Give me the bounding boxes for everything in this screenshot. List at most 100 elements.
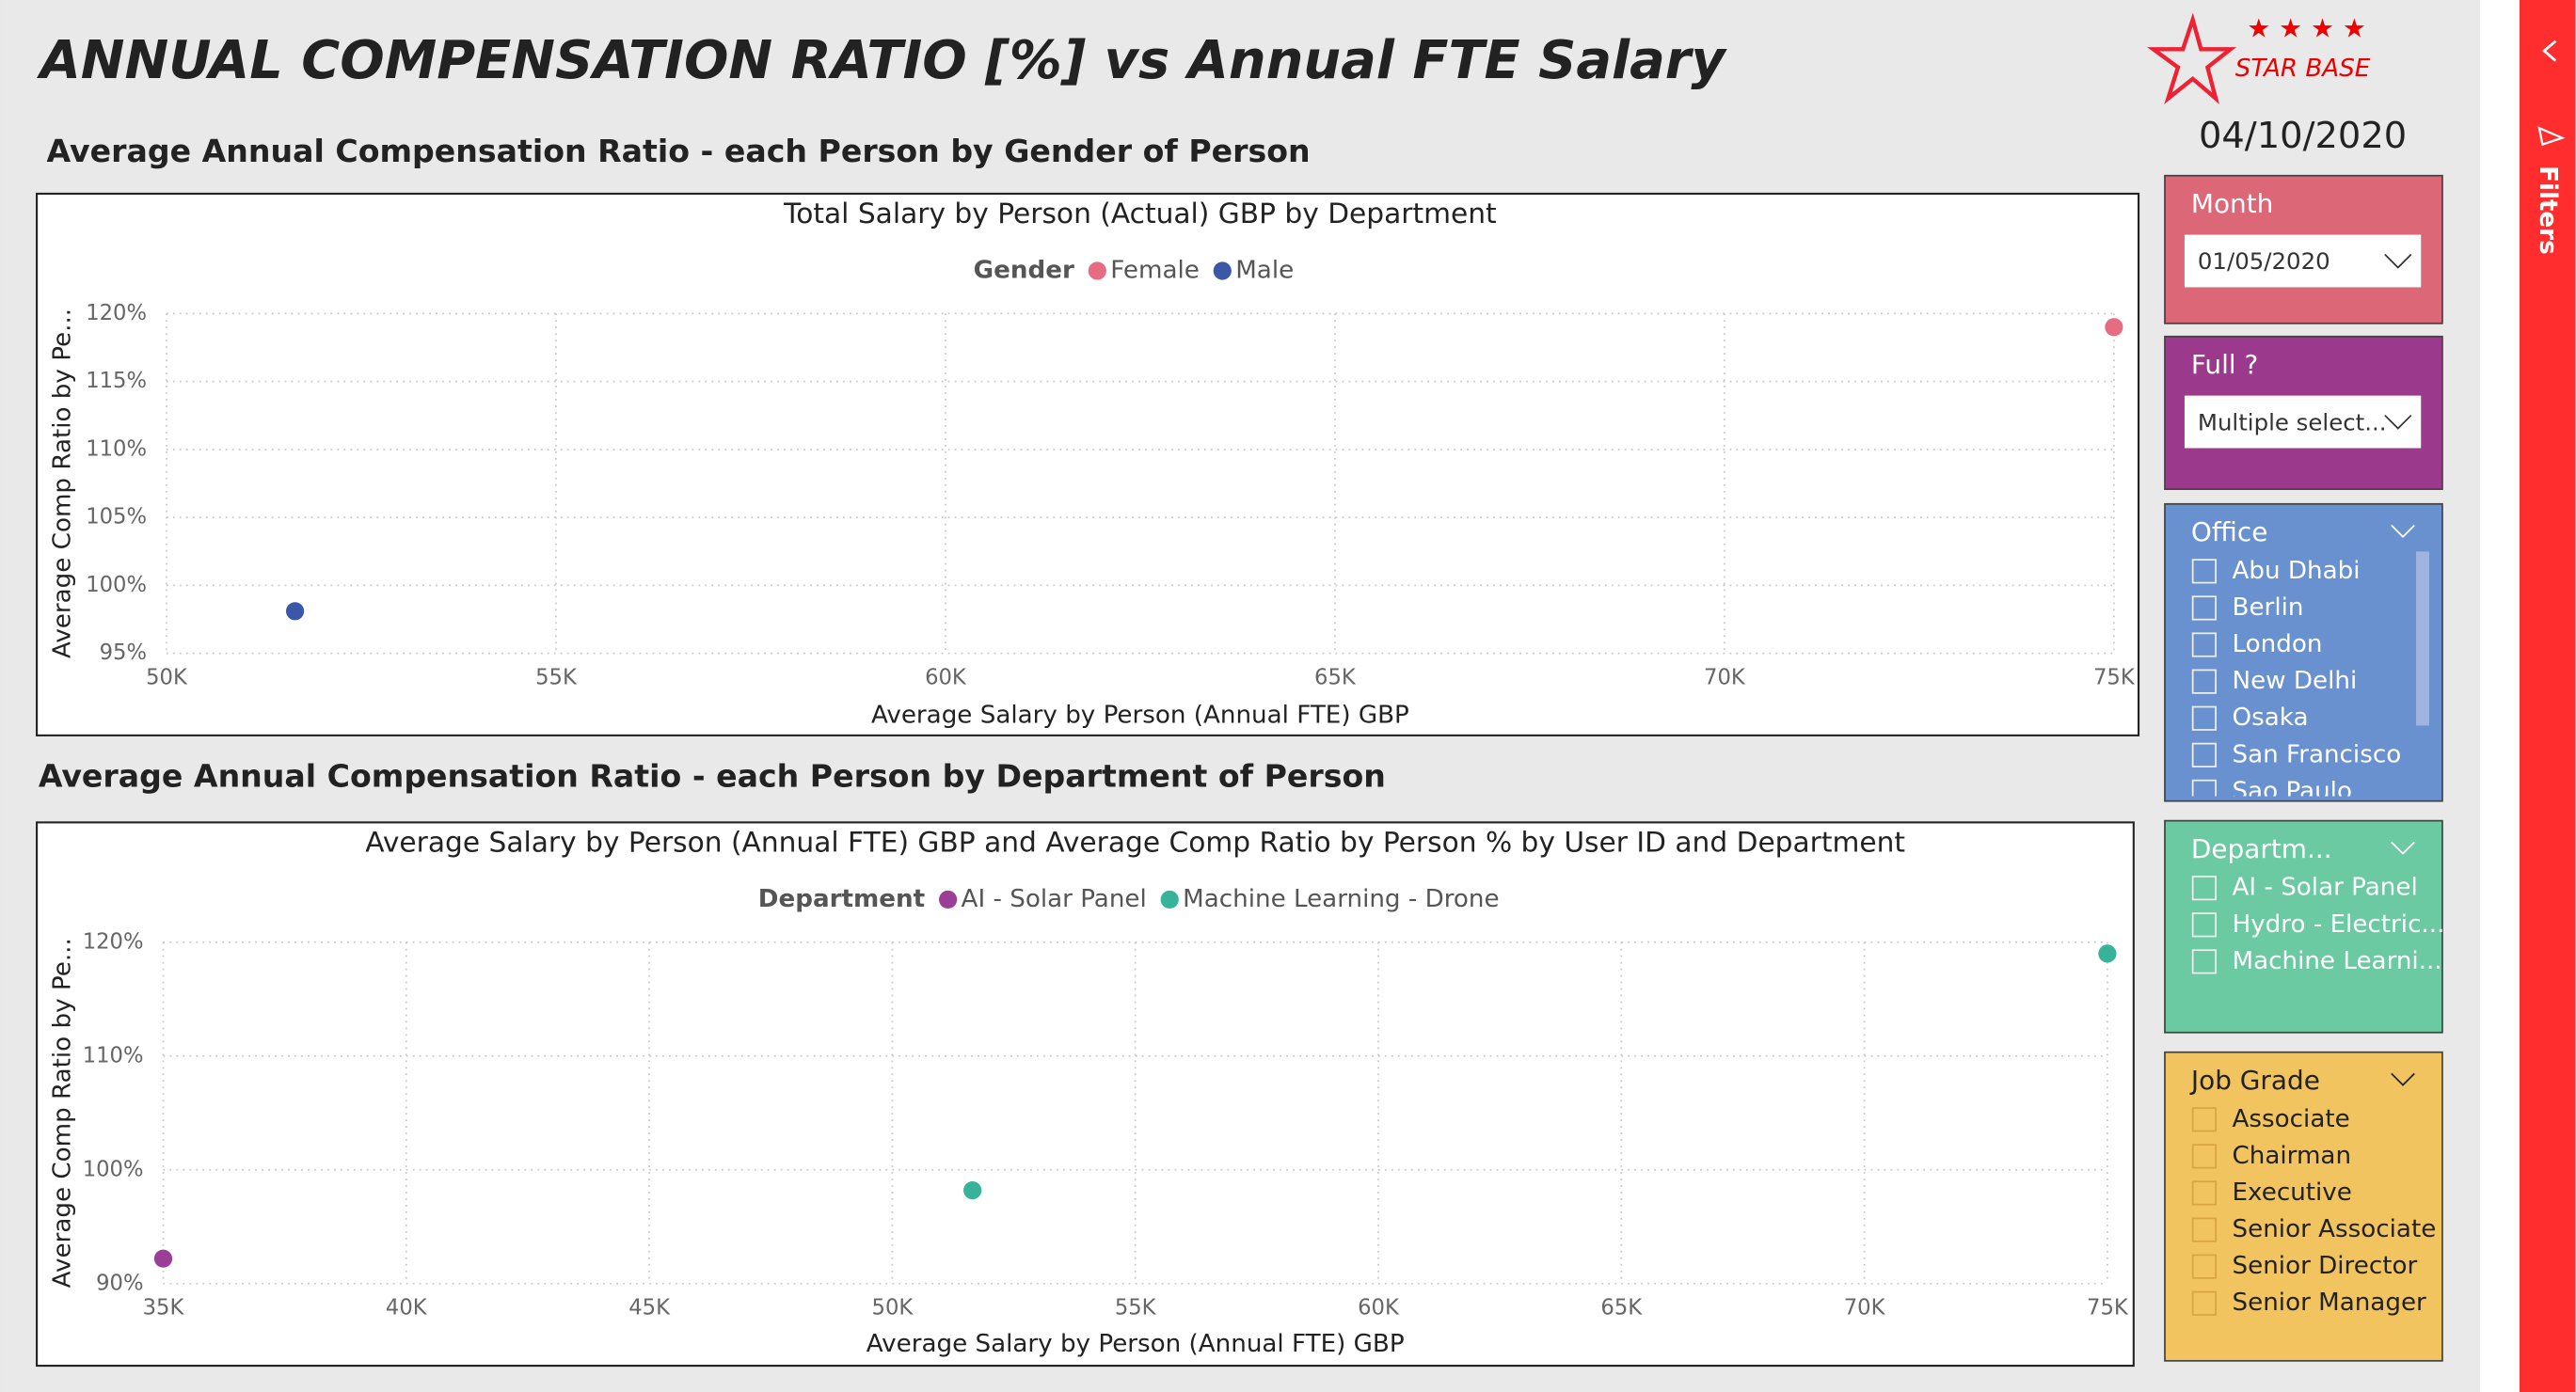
legend-marker xyxy=(1213,261,1232,280)
report-date: 04/10/2020 xyxy=(2199,115,2407,157)
x-tick-label: 45K xyxy=(628,1295,671,1320)
checkbox[interactable] xyxy=(2191,1107,2217,1132)
section-title: Average Annual Compensation Ratio - each… xyxy=(39,758,1386,795)
slicer-item[interactable]: Osaka xyxy=(2233,704,2309,732)
slicer-title: Job Grade xyxy=(2189,1065,2320,1096)
slicer-title: Month xyxy=(2191,188,2273,219)
y-tick-label: 100% xyxy=(86,573,147,597)
y-tick-label: 115% xyxy=(86,369,147,393)
slicer xyxy=(2164,502,2443,802)
slicer-title: Full ? xyxy=(2191,349,2258,380)
checkbox[interactable] xyxy=(2191,632,2217,657)
legend-marker xyxy=(1088,261,1106,280)
y-tick-label: 105% xyxy=(86,505,147,530)
y-tick-label: 90% xyxy=(96,1271,143,1295)
slicer-items: Associate Chairman Executive Senior Associa… xyxy=(2191,1105,2437,1317)
slicer-chevron xyxy=(2391,524,2415,538)
slicer-item[interactable]: Machine Learni... xyxy=(2233,947,2442,975)
slicer xyxy=(2164,819,2443,1034)
slicer-item[interactable]: Associate xyxy=(2233,1105,2350,1133)
checkbox[interactable] xyxy=(2191,1290,2217,1316)
x-tick-label: 35K xyxy=(143,1295,185,1320)
checkbox[interactable] xyxy=(2191,949,2217,974)
checkbox[interactable] xyxy=(2191,876,2217,901)
slicer-item[interactable]: London xyxy=(2233,630,2323,658)
dropdown-value: 01/05/2020 xyxy=(2198,247,2330,275)
dropdown[interactable] xyxy=(2184,395,2422,449)
slicer-chevron xyxy=(2391,1072,2415,1086)
x-axis-label: Average Salary by Person (Annual FTE) GB… xyxy=(871,701,1409,729)
x-tick-label: 50K xyxy=(146,665,188,689)
legend-marker xyxy=(939,890,958,910)
scatter-point xyxy=(153,1249,173,1268)
scatter-point xyxy=(963,1180,982,1200)
legend-title: Department xyxy=(758,885,925,913)
scatter-point xyxy=(2105,318,2123,337)
slicer-item[interactable]: New Delhi xyxy=(2233,667,2358,695)
checkbox[interactable] xyxy=(2191,595,2217,621)
checkbox[interactable] xyxy=(2191,742,2217,767)
checkbox[interactable] xyxy=(2191,779,2217,803)
slicer-item[interactable]: Senior Director xyxy=(2233,1252,2418,1280)
legend-label: Male xyxy=(1235,256,1294,284)
dropdown-arrow xyxy=(2384,253,2412,269)
page-title: ANNUAL COMPENSATION RATIO [%] vs Annual … xyxy=(37,30,1728,91)
chart-frame xyxy=(36,821,2135,1368)
logo-star xyxy=(2147,12,2237,104)
slicer-item[interactable]: Chairman xyxy=(2233,1142,2352,1170)
scrollbar xyxy=(2416,551,2429,726)
slicer-item[interactable]: Hydro - Electric... xyxy=(2233,910,2445,939)
scatter-point xyxy=(285,602,305,621)
slicer-items: Abu Dhabi Berlin London New Delhi Osaka San F… xyxy=(2191,557,2402,805)
filters-label[interactable]: Filters xyxy=(2534,166,2562,255)
collapse-icon[interactable] xyxy=(2541,40,2557,62)
dropdown-value: Multiple select... xyxy=(2198,408,2387,435)
checkbox[interactable] xyxy=(2191,559,2217,584)
x-tick-label: 75K xyxy=(2093,665,2136,689)
scatter-point xyxy=(2098,944,2117,963)
slicer-item[interactable]: Executive xyxy=(2233,1178,2352,1207)
chart-title: Total Salary by Person (Actual) GBP by D… xyxy=(783,197,1497,229)
checkbox[interactable] xyxy=(2191,669,2217,694)
slicer-item[interactable]: Sao Paulo xyxy=(2233,777,2352,805)
dropdown[interactable] xyxy=(2184,234,2422,288)
x-tick-label: 70K xyxy=(1704,665,1746,689)
filters-pane[interactable] xyxy=(2519,0,2576,1392)
slicer-title: Office xyxy=(2191,516,2267,547)
y-tick-label: 120% xyxy=(86,301,147,325)
y-tick-label: 110% xyxy=(83,1043,144,1068)
x-tick-label: 55K xyxy=(535,665,578,689)
slicer-item[interactable]: Senior Manager xyxy=(2233,1289,2427,1317)
slicer-chevron xyxy=(2391,841,2415,855)
legend-marker xyxy=(1160,890,1179,910)
filter-icon xyxy=(2537,126,2566,147)
checkbox[interactable] xyxy=(2191,1254,2217,1279)
y-tick-label: 110% xyxy=(86,436,147,461)
legend: Gender Female Male xyxy=(974,256,1295,284)
legend-label: Female xyxy=(1110,256,1200,284)
x-tick-label: 65K xyxy=(1314,665,1357,689)
slicer-item[interactable]: AI - Solar Panel xyxy=(2233,874,2418,902)
dropdown-arrow xyxy=(2384,414,2412,430)
y-axis-label: Average Comp Ratio by Pe... xyxy=(49,938,77,1288)
legend-label: AI - Solar Panel xyxy=(962,885,1147,913)
chart-frame xyxy=(36,192,2140,736)
checkbox[interactable] xyxy=(2191,1217,2217,1242)
slicer-items: AI - Solar Panel Hydro - Electric... Machi… xyxy=(2191,874,2445,975)
slicer-item[interactable]: Abu Dhabi xyxy=(2233,557,2361,585)
slicer-item[interactable]: Senior Associate xyxy=(2233,1215,2437,1243)
checkbox[interactable] xyxy=(2191,1180,2217,1206)
logo-text: STAR BASE xyxy=(2235,55,2371,83)
checkbox[interactable] xyxy=(2191,912,2217,938)
y-tick-label: 120% xyxy=(83,929,144,954)
x-tick-label: 60K xyxy=(925,665,967,689)
y-tick-label: 100% xyxy=(83,1157,144,1181)
slicer-item[interactable]: San Francisco xyxy=(2233,740,2402,768)
slicer-item[interactable]: Berlin xyxy=(2233,593,2304,622)
y-axis-label: Average Comp Ratio by Pe... xyxy=(49,308,77,658)
x-tick-label: 65K xyxy=(1600,1295,1643,1320)
checkbox[interactable] xyxy=(2191,1144,2217,1169)
checkbox[interactable] xyxy=(2191,705,2217,731)
logo: ★ ★ ★ ★ STAR BASE xyxy=(2147,12,2371,104)
